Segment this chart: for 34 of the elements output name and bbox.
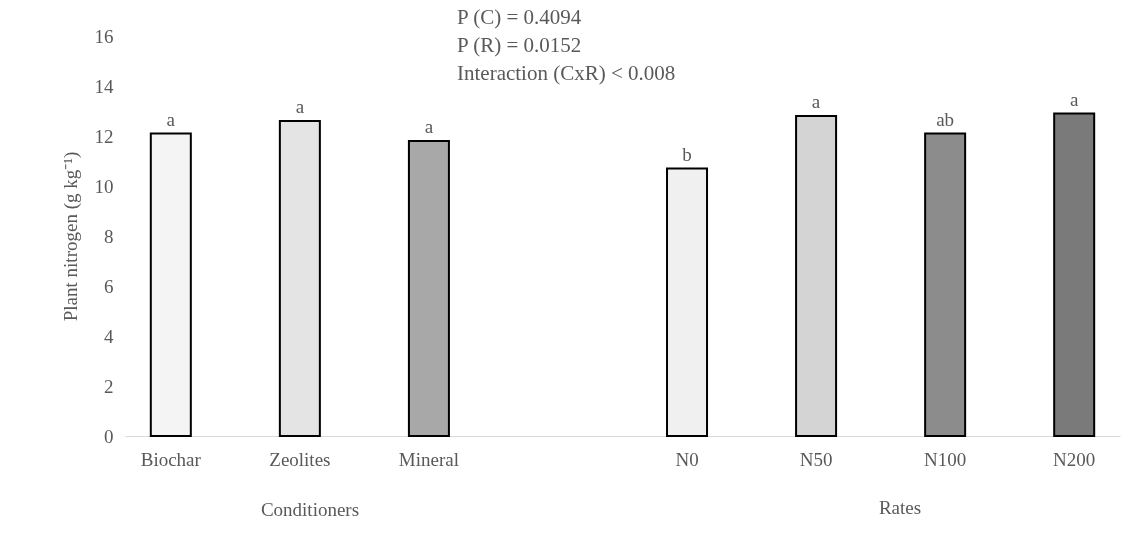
data-label: ab: [936, 108, 955, 130]
x-tick-label: N0: [675, 448, 699, 470]
annotation: P (R) = 0.0152: [457, 33, 582, 57]
bar: [924, 132, 967, 437]
y-tick-label: 4: [104, 325, 114, 347]
y-tick-label: 2: [104, 375, 114, 397]
x-tick-label: Biochar: [140, 448, 202, 470]
data-label: a: [424, 116, 434, 137]
text: Rates: [878, 497, 922, 518]
text: P (C) = 0.4094: [457, 5, 582, 29]
bar: [407, 140, 450, 437]
bar: [149, 132, 192, 437]
data-label: b: [682, 143, 692, 165]
data-label: a: [166, 108, 176, 130]
x-tick-label: Zeolites: [269, 448, 331, 470]
y-tick-label: 14: [94, 75, 114, 97]
x-tick-label: Mineral: [398, 448, 459, 470]
annotation: Interaction (CxR) < 0.008: [457, 61, 676, 85]
bar: [1053, 112, 1096, 437]
y-tick-label: 0: [104, 425, 114, 447]
text: Conditioners: [260, 499, 360, 520]
y-tick-label: 8: [104, 225, 114, 247]
data-label: a: [811, 91, 821, 112]
data-label: a: [1069, 88, 1079, 110]
y-axis-title: Plant nitrogen (g kg⁻¹): [59, 151, 82, 322]
x-tick-label: N50: [799, 448, 833, 470]
y-tick-label: 16: [94, 25, 114, 47]
x-tick-label: N200: [1053, 448, 1096, 470]
bar: [666, 167, 709, 437]
y-tick-label: 6: [104, 275, 114, 297]
x-tick-label: N100: [924, 448, 967, 470]
y-tick-label: 12: [94, 125, 114, 147]
y-tick-label: 10: [94, 175, 114, 197]
data-label: a: [295, 96, 305, 117]
